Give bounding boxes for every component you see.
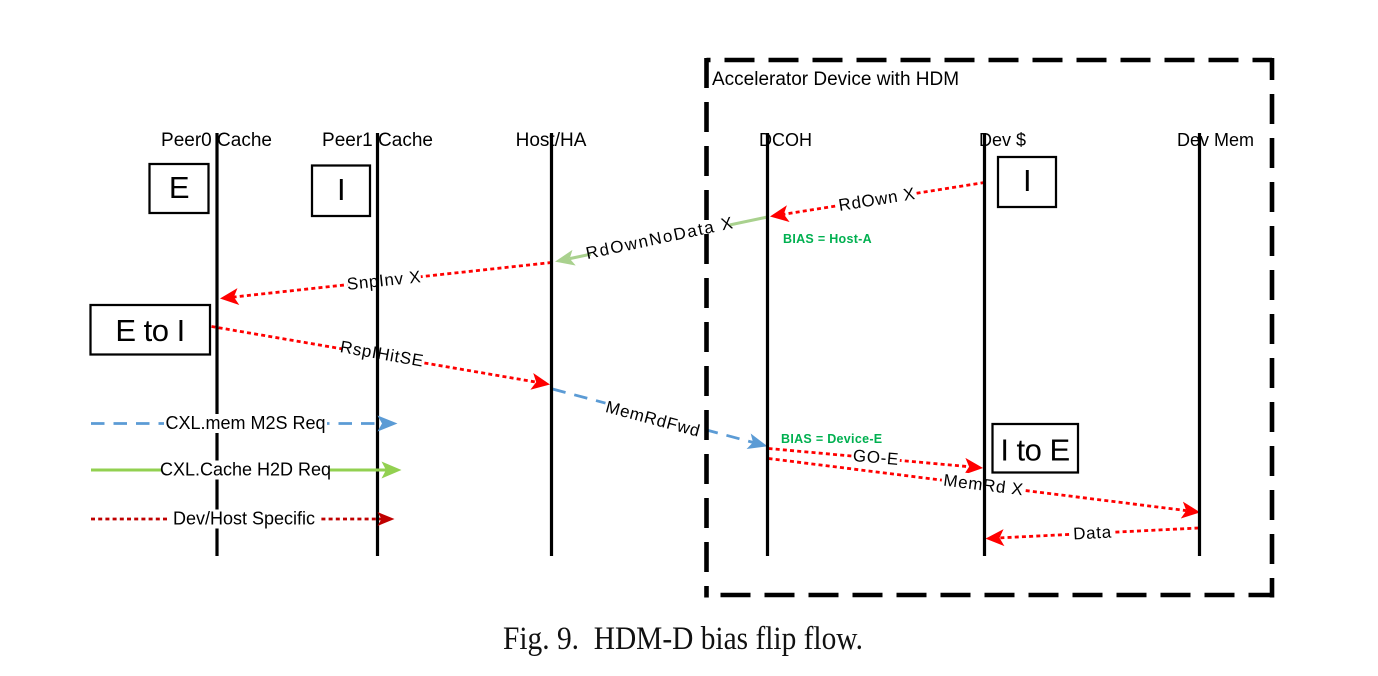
- svg-text:Fig. 9. HDM-D bias flip flow.: Fig. 9. HDM-D bias flip flow.: [503, 621, 863, 657]
- svg-text:I: I: [1023, 163, 1031, 198]
- svg-text:E: E: [169, 170, 189, 205]
- svg-text:Dev/Host Specific: Dev/Host Specific: [173, 509, 315, 529]
- svg-text:DCOH: DCOH: [759, 130, 812, 150]
- svg-text:GO-E: GO-E: [852, 446, 900, 469]
- svg-text:CXL.mem M2S Req: CXL.mem M2S Req: [165, 413, 325, 433]
- svg-text:I: I: [337, 172, 345, 207]
- svg-text:Peer1 Cache: Peer1 Cache: [322, 130, 433, 151]
- svg-text:Data: Data: [1073, 522, 1113, 543]
- svg-text:BIAS = Host-A: BIAS = Host-A: [783, 232, 872, 246]
- svg-text:RdOwn X: RdOwn X: [837, 184, 917, 215]
- svg-text:Peer0 Cache: Peer0 Cache: [161, 130, 272, 151]
- svg-text:BIAS = Device-E: BIAS = Device-E: [781, 432, 882, 446]
- svg-text:Dev Mem: Dev Mem: [1177, 130, 1254, 150]
- svg-text:Host/HA: Host/HA: [516, 130, 587, 151]
- svg-text:RspIHitSE: RspIHitSE: [339, 337, 426, 370]
- svg-text:I to E: I to E: [1000, 433, 1069, 468]
- svg-text:RdOwnNoData X: RdOwnNoData X: [584, 213, 736, 263]
- svg-text:Dev $: Dev $: [979, 130, 1026, 150]
- svg-text:SnpInv X: SnpInv X: [346, 267, 422, 294]
- svg-text:MemRdFwd: MemRdFwd: [604, 397, 703, 441]
- svg-text:E to I: E to I: [115, 313, 184, 348]
- svg-text:Accelerator Device with HDM: Accelerator Device with HDM: [712, 69, 959, 90]
- svg-text:CXL.Cache H2D Req: CXL.Cache H2D Req: [160, 460, 331, 480]
